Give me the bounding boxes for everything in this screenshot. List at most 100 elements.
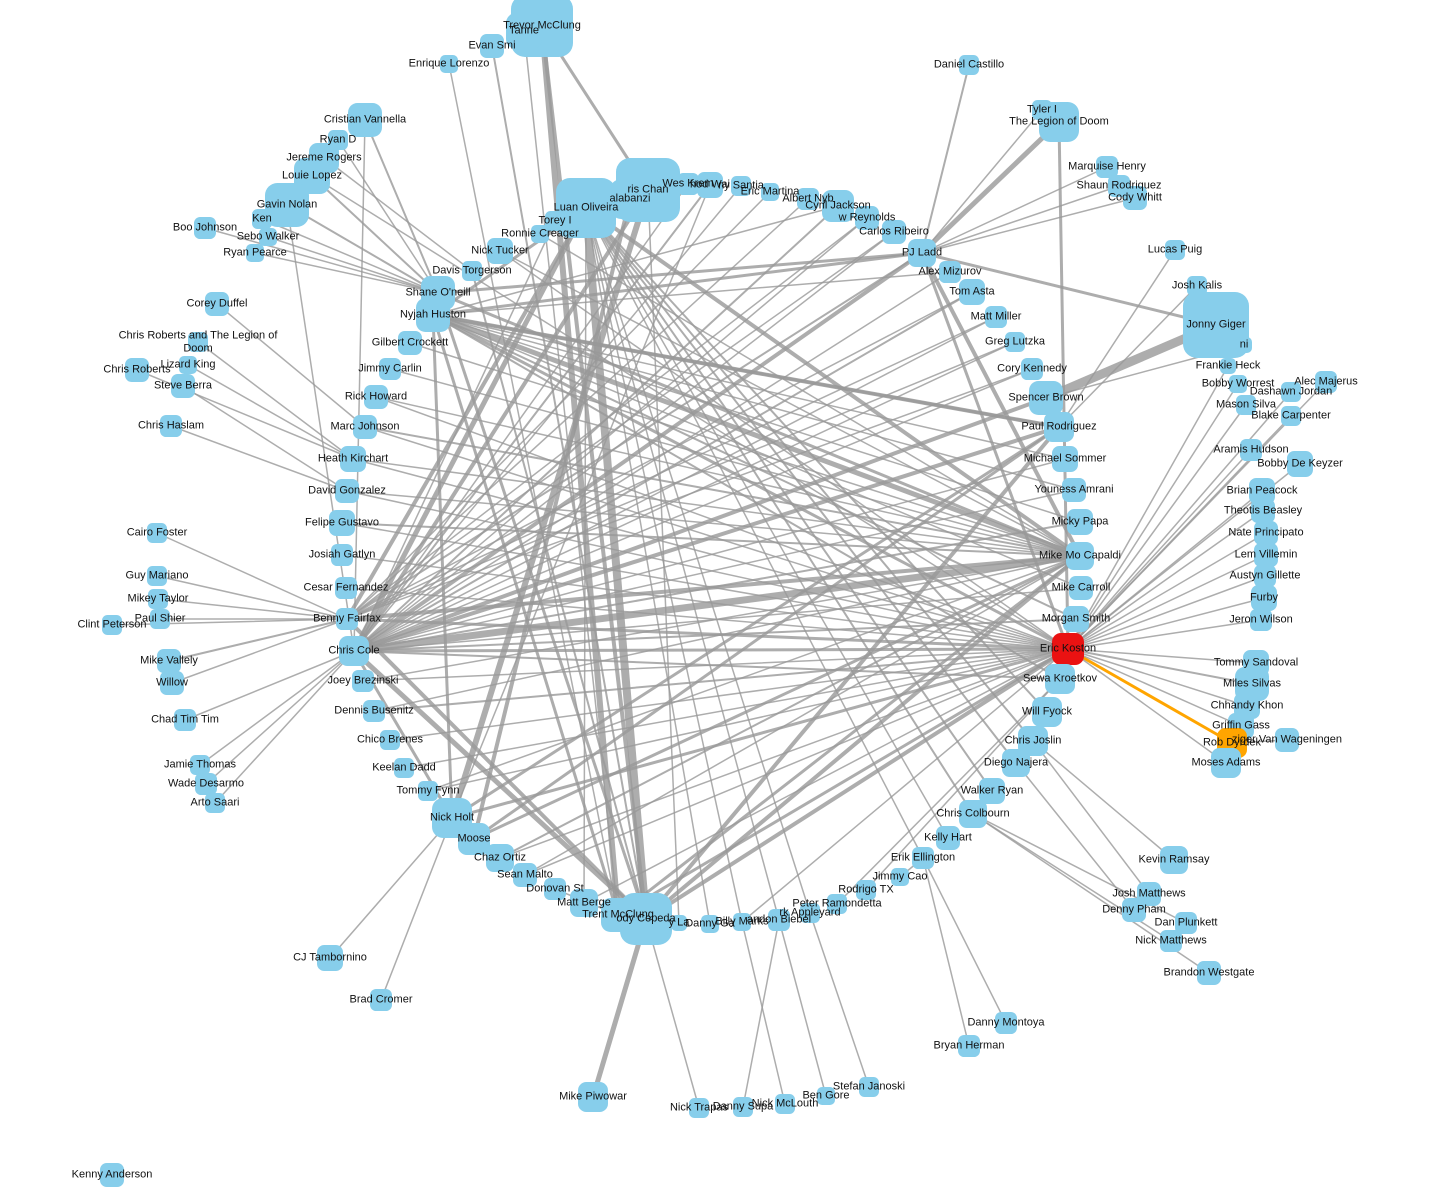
graph-node-cyril-jackson[interactable] — [822, 190, 854, 222]
graph-node-torey-i[interactable] — [545, 211, 565, 231]
graph-node-chico-brenes[interactable] — [380, 730, 400, 750]
graph-node-cory-kennedy[interactable] — [1021, 358, 1043, 380]
graph-node-ziger-van-wageningen[interactable] — [1275, 728, 1299, 752]
graph-node-ken[interactable] — [252, 209, 272, 229]
graph-node-greg-lutzka[interactable] — [1005, 332, 1025, 352]
graph-node-micky-papa[interactable] — [1067, 509, 1093, 535]
graph-node-lucas-puig[interactable] — [1165, 240, 1185, 260]
graph-node-cristian-vannella[interactable] — [348, 103, 382, 137]
graph-node-chad-tim-tim[interactable] — [174, 709, 196, 731]
graph-node-keelan-dadd[interactable] — [394, 758, 414, 778]
graph-node-frankie-heck[interactable] — [1220, 358, 1236, 374]
graph-node-alabanzi[interactable] — [610, 179, 650, 219]
graph-node-moses-adams[interactable] — [1211, 748, 1241, 778]
graph-node-jamie-thomas[interactable] — [190, 755, 210, 775]
graph-node-nick-mclouth[interactable] — [775, 1094, 795, 1114]
graph-node-chaz-ortiz[interactable] — [486, 844, 514, 872]
graph-node-w-reynolds[interactable] — [855, 206, 879, 230]
graph-node-ronnie-creager[interactable] — [531, 225, 549, 243]
graph-node-brad-cromer[interactable] — [370, 989, 392, 1011]
graph-node-evan-smi[interactable] — [480, 34, 504, 58]
graph-node-diego-najera[interactable] — [1002, 749, 1030, 777]
graph-node-ben-gore[interactable] — [817, 1087, 835, 1105]
graph-node-tom-asta[interactable] — [959, 279, 985, 305]
graph-node-ny-santia[interactable] — [731, 176, 751, 196]
graph-node-bobby-de-keyzer[interactable] — [1287, 451, 1313, 477]
graph-node-nick-tucker[interactable] — [487, 238, 513, 264]
graph-node-sebo-walker[interactable] — [259, 228, 277, 246]
graph-node-walker-ryan[interactable] — [979, 778, 1005, 804]
graph-node-nick-trapas[interactable] — [689, 1098, 709, 1118]
graph-node-will-fyock[interactable] — [1032, 697, 1062, 727]
graph-node-sewa-kroetkov[interactable] — [1045, 664, 1075, 694]
graph-node-furby[interactable] — [1251, 585, 1277, 611]
graph-node-peter-ramondetta[interactable] — [827, 894, 847, 914]
graph-node-brandon-westgate[interactable] — [1197, 961, 1221, 985]
graph-node-clint-peterson[interactable] — [102, 615, 122, 635]
graph-node-chris-haslam[interactable] — [160, 415, 182, 437]
graph-node-david-gonzalez[interactable] — [335, 479, 359, 503]
graph-node-steve-berra[interactable] — [171, 374, 195, 398]
graph-node-paul-shier[interactable] — [150, 609, 170, 629]
graph-node-eric-koston[interactable] — [1052, 633, 1084, 665]
graph-node-enrique-lorenzo[interactable] — [440, 55, 458, 73]
graph-node-mike-piwowar[interactable] — [578, 1082, 608, 1112]
graph-node-ni[interactable] — [1236, 337, 1252, 353]
graph-node-kenny-anderson[interactable] — [100, 1163, 124, 1187]
graph-node-spencer-brown[interactable] — [1029, 381, 1063, 415]
graph-node-mike-carroll[interactable] — [1069, 576, 1093, 600]
graph-node-danny-ga[interactable] — [701, 915, 719, 933]
graph-node-felipe-gustavo[interactable] — [329, 510, 355, 536]
graph-node-dashawn-jordan[interactable] — [1281, 382, 1301, 402]
graph-node-joey-brezinski[interactable] — [352, 670, 374, 692]
graph-node-jimmy-cao[interactable] — [891, 868, 909, 886]
graph-node-mason-silva[interactable] — [1236, 395, 1256, 415]
graph-node-josiah-gatlyn[interactable] — [331, 544, 353, 566]
graph-node-paul-rodriguez[interactable] — [1044, 412, 1074, 442]
graph-node-chris-colbourn[interactable] — [959, 800, 987, 828]
graph-node-mike-vallely[interactable] — [157, 649, 181, 673]
graph-node-tanne[interactable] — [506, 13, 542, 49]
graph-node-pj-ladd[interactable] — [908, 239, 936, 267]
graph-node-cairo-foster[interactable] — [147, 523, 167, 543]
graph-node-luan-oliveira[interactable] — [556, 178, 616, 238]
graph-node-danny-supa[interactable] — [733, 1097, 753, 1117]
graph-node-cj-tambornino[interactable] — [317, 945, 343, 971]
graph-node-arto-saari[interactable] — [205, 793, 225, 813]
graph-node-hod-wai[interactable] — [697, 172, 723, 198]
graph-node-danny-montoya[interactable] — [995, 1012, 1017, 1034]
graph-node-chris-roberts[interactable] — [125, 358, 149, 382]
graph-node-lizard-king[interactable] — [179, 356, 197, 374]
graph-node-gavin-nolan[interactable] — [265, 183, 309, 227]
graph-node-aramis-hudson[interactable] — [1240, 439, 1262, 461]
graph-node-gilbert-crockett[interactable] — [398, 331, 422, 355]
graph-node-ryan-pearce[interactable] — [246, 244, 264, 262]
graph-node-chris-roberts-and-the-legion-of-doom[interactable] — [188, 332, 208, 352]
graph-node-billy-marks[interactable] — [733, 913, 751, 931]
graph-node-alec-majerus[interactable] — [1315, 371, 1337, 393]
graph-node-dennis-busenitz[interactable] — [363, 700, 385, 722]
graph-node-marc-johnson[interactable] — [353, 415, 377, 439]
graph-node-austyn-gillette[interactable] — [1254, 565, 1276, 587]
graph-node-marquise-henry[interactable] — [1096, 156, 1118, 178]
graph-node-matt-miller[interactable] — [985, 306, 1007, 328]
graph-node-dan-plunkett[interactable] — [1175, 912, 1197, 934]
graph-node-carlos-ribeiro[interactable] — [882, 220, 906, 244]
graph-node-boo-johnson[interactable] — [194, 217, 216, 239]
graph-node-mike-mo-capaldi[interactable] — [1066, 542, 1094, 570]
graph-node-kelly-hart[interactable] — [936, 826, 960, 850]
graph-node-donovan-st[interactable] — [544, 878, 566, 900]
graph-node-denny-pham[interactable] — [1122, 898, 1146, 922]
graph-node-corey-duffel[interactable] — [205, 292, 229, 316]
graph-node-blake-carpenter[interactable] — [1281, 406, 1301, 426]
graph-node-ody-cepeda[interactable] — [620, 893, 672, 945]
graph-node-moose[interactable] — [458, 823, 490, 855]
graph-node-chris-cole[interactable] — [339, 636, 369, 666]
graph-node-guy-mariano[interactable] — [147, 566, 167, 586]
graph-node-josh-kalis[interactable] — [1187, 276, 1207, 296]
graph-node-davis-torgerson[interactable] — [462, 261, 482, 281]
graph-node-heath-kirchart[interactable] — [340, 446, 366, 472]
graph-node-rk-appleyard[interactable] — [800, 903, 820, 923]
graph-node-daniel-castillo[interactable] — [959, 55, 979, 75]
